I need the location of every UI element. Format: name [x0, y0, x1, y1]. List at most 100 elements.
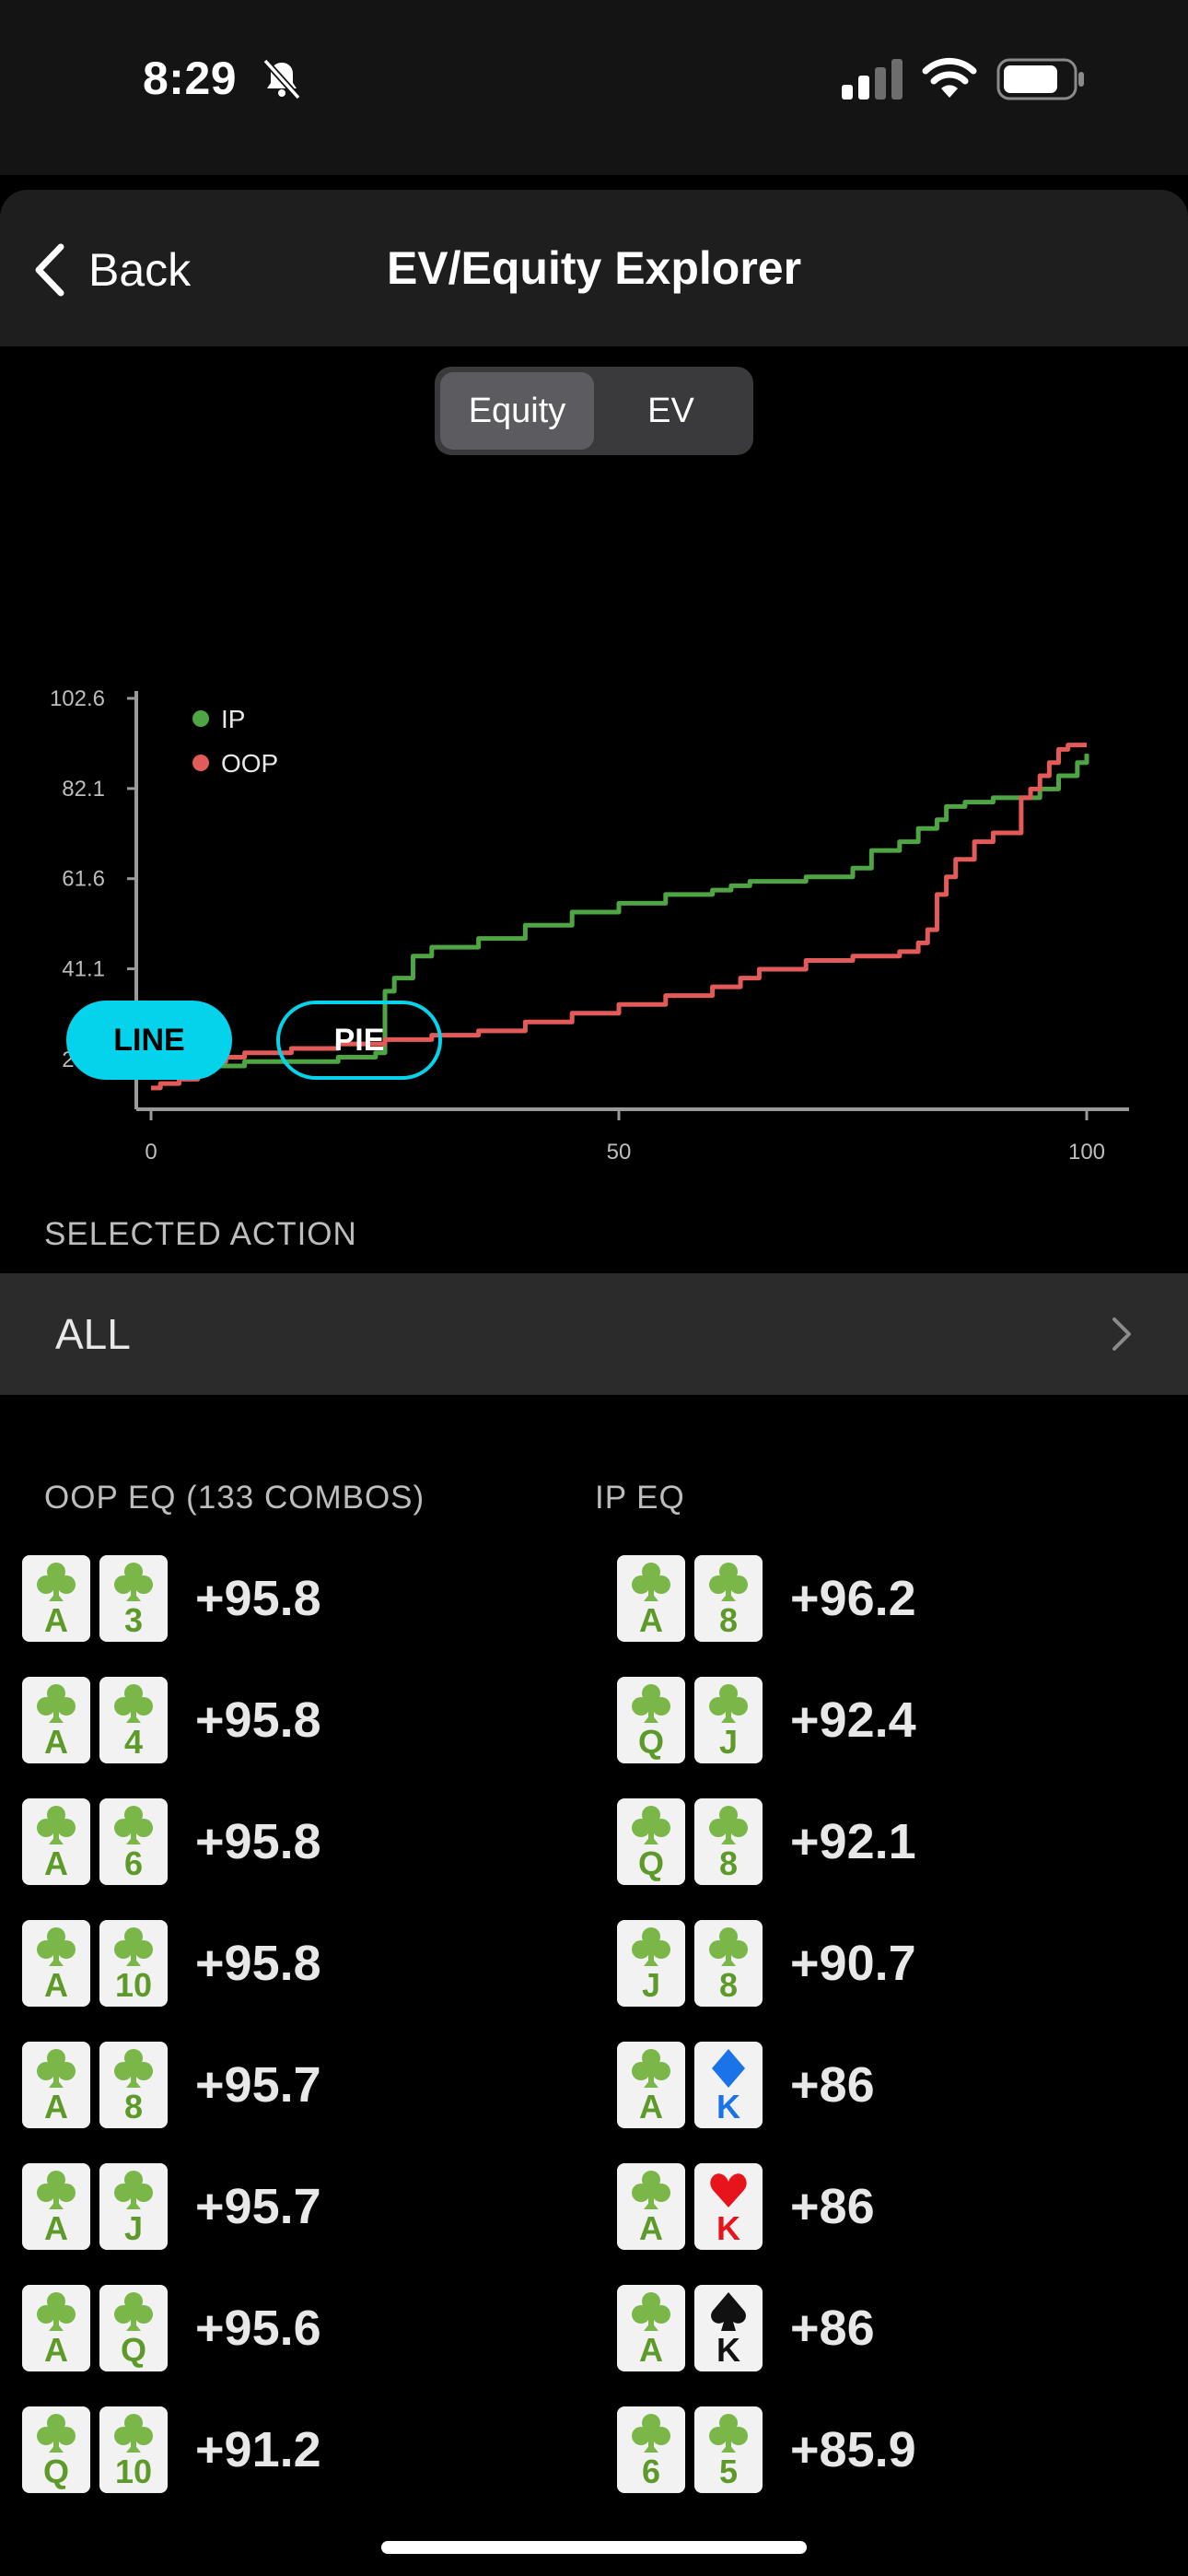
club-suit-icon: [114, 1684, 153, 1723]
legend-marker-ip: [192, 710, 209, 727]
playing-card: 4: [99, 1677, 168, 1763]
x-tick-label: 100: [1068, 1140, 1105, 1165]
card-rank: K: [716, 2088, 740, 2125]
ip-combo-row[interactable]: 6 5 +85.9: [617, 2395, 916, 2504]
card-rank: 8: [718, 1601, 739, 1639]
playing-card: A: [22, 2285, 90, 2371]
playing-card: Q: [99, 2285, 168, 2371]
card-suit: [694, 1561, 763, 1603]
ip-combo-row[interactable]: A K +86: [617, 2031, 875, 2139]
card-rank: Q: [637, 1844, 664, 1882]
playing-card: A: [22, 1677, 90, 1763]
status-time: 8:29: [143, 53, 238, 104]
playing-card: J: [617, 1920, 685, 2007]
card-suit: [22, 1682, 90, 1725]
card-rank: K: [716, 2209, 740, 2247]
card-rank: A: [639, 2209, 663, 2247]
playing-card: J: [694, 1677, 763, 1763]
home-indicator: [381, 2541, 807, 2554]
card-suit: [617, 2169, 685, 2211]
bell-slash-icon: [262, 58, 301, 100]
spade-suit-icon: [711, 2292, 746, 2331]
club-suit-icon: [114, 2049, 153, 2088]
card-suit: [22, 1561, 90, 1603]
club-suit-icon: [632, 1806, 670, 1844]
line-view-button[interactable]: LINE: [66, 1001, 232, 1080]
oop-combo-row[interactable]: A 3 +95.8: [22, 1544, 321, 1653]
card-rank: A: [44, 1966, 68, 2004]
card-rank: 6: [641, 2453, 661, 2490]
playing-card: 5: [694, 2406, 763, 2493]
card-suit: [99, 1682, 168, 1725]
oop-combo-row[interactable]: Q 10 +91.2: [22, 2395, 321, 2504]
playing-card: 10: [99, 2406, 168, 2493]
selected-action-label: SELECTED ACTION: [44, 1216, 357, 1252]
club-suit-icon: [37, 1563, 76, 1601]
metric-segmented-control: Equity EV: [435, 367, 753, 455]
card-suit: [22, 1926, 90, 1968]
card-suit: [617, 2412, 685, 2454]
club-suit-icon: [632, 2414, 670, 2453]
oop-combo-row[interactable]: A Q +95.6: [22, 2274, 321, 2383]
card-suit: [22, 2169, 90, 2211]
club-suit-icon: [37, 2171, 76, 2209]
combo-equity-value: +95.7: [195, 2057, 321, 2113]
oop-combo-row[interactable]: A J +95.7: [22, 2152, 321, 2261]
card-suit: [694, 2290, 763, 2333]
card-rank: Q: [637, 1723, 664, 1761]
x-tick-label: 50: [607, 1140, 632, 1165]
selected-action-row[interactable]: ALL: [0, 1273, 1188, 1395]
card-suit: [617, 1804, 685, 1846]
pie-view-button[interactable]: PIE: [276, 1001, 442, 1080]
card-suit: [99, 1561, 168, 1603]
card-suit: [99, 1926, 168, 1968]
combo-equity-value: +95.8: [195, 1692, 321, 1748]
card-rank: A: [44, 2209, 68, 2247]
ip-combo-row[interactable]: Q 8 +92.1: [617, 1787, 916, 1896]
club-suit-icon: [709, 1927, 748, 1966]
ip-combo-row[interactable]: A K +86: [617, 2152, 875, 2261]
card-suit: [617, 1561, 685, 1603]
ip-combo-row[interactable]: Q J +92.4: [617, 1666, 916, 1774]
club-suit-icon: [632, 2171, 670, 2209]
tab-equity[interactable]: Equity: [440, 372, 594, 450]
card-rank: 5: [718, 2453, 739, 2490]
club-suit-icon: [709, 2414, 748, 2453]
page-title: EV/Equity Explorer: [386, 242, 802, 294]
card-rank: J: [123, 2209, 144, 2247]
oop-combo-row[interactable]: A 10 +95.8: [22, 1909, 321, 2018]
nav-header: Back EV/Equity Explorer: [0, 190, 1188, 346]
card-rank: A: [44, 1601, 68, 1639]
ip-combo-row[interactable]: J 8 +90.7: [617, 1909, 916, 2018]
playing-card: K: [694, 2285, 763, 2371]
playing-card: A: [22, 2163, 90, 2250]
back-button[interactable]: Back: [31, 238, 191, 302]
playing-card: 8: [99, 2042, 168, 2128]
oop-combo-row[interactable]: A 8 +95.7: [22, 2031, 321, 2139]
ip-combo-row[interactable]: A 8 +96.2: [617, 1544, 916, 1653]
card-suit: [22, 1804, 90, 1846]
playing-card: 3: [99, 1555, 168, 1642]
card-rank: A: [639, 2088, 663, 2125]
x-tick-label: 0: [145, 1140, 157, 1165]
playing-card: K: [694, 2163, 763, 2250]
status-bar: 8:29: [0, 0, 1188, 175]
oop-combo-row[interactable]: A 4 +95.8: [22, 1666, 321, 1774]
oop-combo-row[interactable]: A 6 +95.8: [22, 1787, 321, 1896]
ip-combo-row[interactable]: A K +86: [617, 2274, 875, 2383]
playing-card: A: [22, 2042, 90, 2128]
club-suit-icon: [37, 2292, 76, 2331]
card-rank: A: [44, 2331, 68, 2369]
card-rank: 4: [123, 1723, 144, 1761]
card-rank: A: [639, 1601, 663, 1639]
y-tick-label: 41.1: [62, 957, 105, 982]
combo-equity-value: +91.2: [195, 2422, 321, 2477]
combo-equity-value: +95.6: [195, 2301, 321, 2356]
club-suit-icon: [709, 1684, 748, 1723]
legend-label-ip: IP: [221, 705, 245, 733]
club-suit-icon: [632, 1684, 670, 1723]
tab-ev[interactable]: EV: [647, 391, 694, 430]
card-rank: A: [44, 1723, 68, 1761]
chevron-left-icon: [35, 243, 64, 297]
